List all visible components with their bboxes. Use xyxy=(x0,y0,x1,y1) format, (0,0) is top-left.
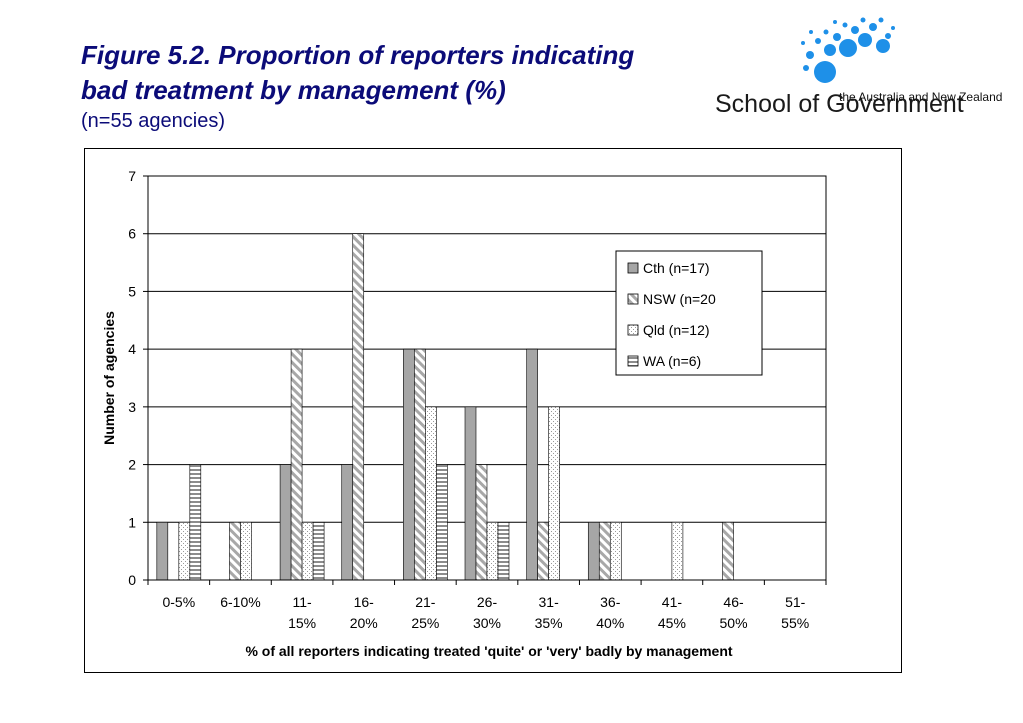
bar xyxy=(486,521,499,581)
x-tick-label: 30% xyxy=(473,615,501,631)
legend-swatch xyxy=(627,324,639,336)
bar xyxy=(414,348,426,581)
figure-title-line-2: bad treatment by management (%) xyxy=(81,75,506,105)
bar xyxy=(598,521,611,581)
y-tick-label: 7 xyxy=(128,168,136,184)
x-tick-label: 21- xyxy=(415,594,436,610)
x-tick-label: 46- xyxy=(723,594,744,610)
bar xyxy=(229,521,241,581)
bar-chart: 0 1 2 3 4 5 6 7 0-5% 6-10% 11- 15% 16- 20% 21- 25% 26- 30… xyxy=(101,168,827,659)
legend-swatch xyxy=(627,262,639,274)
y-tick-label: 3 xyxy=(128,399,136,415)
logo-small-text: the Australia and New Zealand xyxy=(839,90,1003,104)
bar xyxy=(537,521,549,581)
x-tick-label: 36- xyxy=(600,594,621,610)
y-tick-label: 1 xyxy=(128,514,136,530)
bar xyxy=(425,406,437,581)
x-tick-label: 31- xyxy=(539,594,560,610)
legend-label: NSW (n=20 xyxy=(643,291,716,307)
bar xyxy=(587,521,600,581)
bar xyxy=(722,521,734,581)
y-tick-label: 0 xyxy=(128,572,136,588)
bar xyxy=(178,521,191,581)
x-tick-label: 16- xyxy=(354,594,375,610)
x-tick-label: 35% xyxy=(535,615,563,631)
y-axis-title: Number of agencies xyxy=(101,311,117,445)
legend-label: Cth (n=17) xyxy=(643,260,710,276)
figure-subtitle: (n=55 agencies) xyxy=(81,110,225,132)
figure-title-line-1: Figure 5.2. Proportion of reporters indi… xyxy=(81,40,635,70)
bar xyxy=(497,521,510,581)
x-tick-label: 41- xyxy=(662,594,683,610)
bar xyxy=(301,521,314,581)
legend-swatch xyxy=(627,293,639,305)
x-axis-title: % of all reporters indicating treated 'q… xyxy=(245,643,732,659)
bar xyxy=(475,464,488,581)
bar xyxy=(671,521,684,581)
x-tick-label: 45% xyxy=(658,615,686,631)
chart-frame: 0 1 2 3 4 5 6 7 0-5% 6-10% 11- 15% 16- 20% 21- 25% 26- 30… xyxy=(84,148,902,673)
bar xyxy=(189,464,202,581)
x-tick-label: 15% xyxy=(288,615,316,631)
legend-label: WA (n=6) xyxy=(643,353,701,369)
logo-big-text: School of Government xyxy=(715,90,964,118)
bar xyxy=(352,233,365,581)
bar xyxy=(464,406,477,581)
x-tick-label: 26- xyxy=(477,594,498,610)
x-tick-label: 6-10% xyxy=(220,594,260,610)
x-tick-label: 20% xyxy=(350,615,378,631)
bar xyxy=(436,464,448,581)
x-tick-label: 11- xyxy=(292,594,312,610)
y-tick-label: 2 xyxy=(128,457,136,473)
bar xyxy=(279,464,292,581)
y-tick-label: 6 xyxy=(128,226,136,242)
logo-dots-icon xyxy=(801,17,895,83)
bar xyxy=(403,348,415,581)
bar xyxy=(290,348,303,581)
legend-swatch xyxy=(627,355,639,367)
bar xyxy=(156,521,169,581)
anzsog-logo: the Australia and New Zealand School of … xyxy=(705,10,1015,125)
x-tick-label: 25% xyxy=(411,615,439,631)
x-tick-label: 40% xyxy=(596,615,624,631)
bar xyxy=(548,406,560,581)
legend-label: Qld (n=12) xyxy=(643,322,710,338)
bar xyxy=(526,348,538,581)
bar xyxy=(609,521,622,581)
y-tick-label: 4 xyxy=(128,341,136,357)
y-tick-label: 5 xyxy=(128,283,136,299)
x-tick-label: 0-5% xyxy=(162,594,195,610)
x-tick-label: 51- xyxy=(785,594,806,610)
bar xyxy=(341,464,354,581)
bar xyxy=(240,521,252,581)
x-tick-label: 55% xyxy=(781,615,809,631)
figure-title-block: Figure 5.2. Proportion of reporters indi… xyxy=(81,38,721,134)
x-tick-label: 50% xyxy=(720,615,748,631)
legend-box xyxy=(615,250,763,376)
plot-area-border xyxy=(147,175,827,581)
bar xyxy=(312,521,325,581)
